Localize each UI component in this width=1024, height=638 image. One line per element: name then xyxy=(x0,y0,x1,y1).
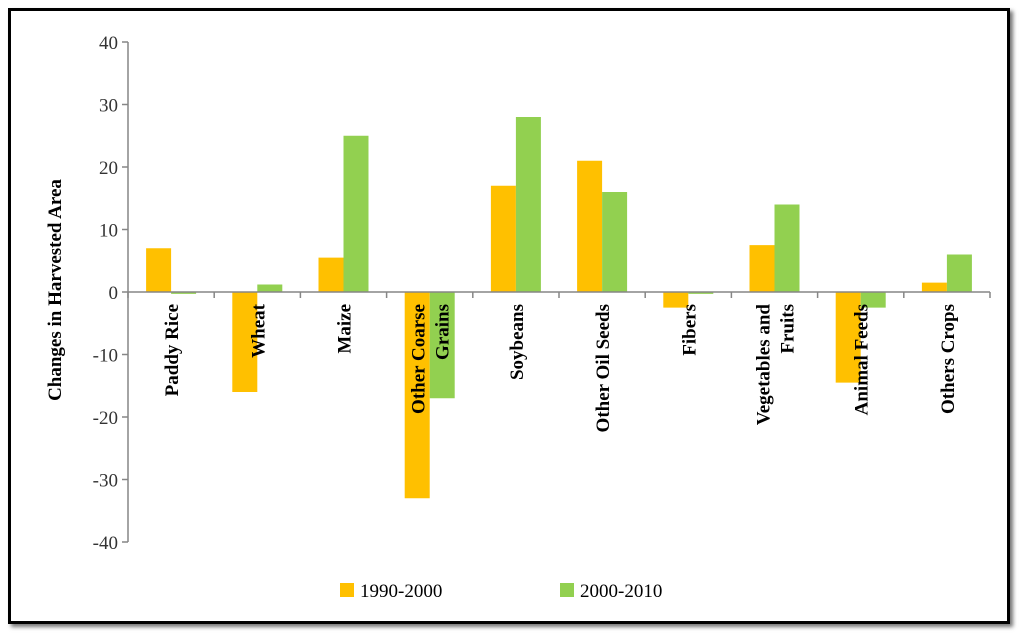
y-axis: -40 -30 -20 -10 0 10 20 30 40 xyxy=(93,33,129,554)
bar-1990-2000 xyxy=(577,160,603,292)
legend-swatch xyxy=(560,583,574,597)
category-label: Maize xyxy=(335,304,356,354)
y-tick-label: -40 xyxy=(93,533,118,554)
category-label: Paddy Rice xyxy=(162,304,183,396)
bar-1990-2000 xyxy=(490,185,516,292)
category-label: Fibers xyxy=(679,304,700,356)
bar-2000-2010 xyxy=(946,254,972,292)
bar-2000-2010 xyxy=(171,292,197,294)
y-tick-label: 30 xyxy=(99,96,118,117)
bar-1990-2000 xyxy=(404,292,430,499)
bar-2000-2010 xyxy=(343,135,369,292)
bar-2000-2010 xyxy=(860,292,886,308)
bar-2000-2010 xyxy=(257,284,283,292)
bar-2000-2010 xyxy=(515,117,541,292)
y-tick-label: 10 xyxy=(99,221,118,242)
bar-1990-2000 xyxy=(835,292,861,383)
bar-1990-2000 xyxy=(663,292,689,308)
bar-1990-2000 xyxy=(146,248,172,292)
bar-1990-2000 xyxy=(749,245,775,292)
y-tick-label: 40 xyxy=(99,33,118,54)
bars xyxy=(146,117,972,499)
y-tick-label: -20 xyxy=(93,408,118,429)
category-label: Others Crops xyxy=(938,304,959,414)
bar-2000-2010 xyxy=(429,292,455,399)
bar-1990-2000 xyxy=(921,282,947,292)
y-tick-label: 0 xyxy=(109,283,119,304)
bar-2000-2010 xyxy=(688,292,714,294)
category-label: Other Oil Seeds xyxy=(593,304,614,432)
category-labels: Paddy Rice Wheat Maize Other Coarse Grains So… xyxy=(162,303,959,432)
legend-label: 2000-2010 xyxy=(580,581,662,602)
legend: 1990-2000 2000-2010 xyxy=(340,581,662,602)
legend-swatch xyxy=(340,583,354,597)
y-tick-label: 20 xyxy=(99,158,118,179)
category-label: Soybeans xyxy=(507,304,528,380)
y-tick-label: -10 xyxy=(93,346,118,367)
bar-1990-2000 xyxy=(318,257,344,292)
bar-1990-2000 xyxy=(232,292,258,392)
y-axis-label: Changes in Harvested Area xyxy=(45,179,66,401)
bar-2000-2010 xyxy=(602,192,628,292)
x-axis xyxy=(127,291,991,298)
category-label: Vegetables and Fruits xyxy=(754,304,799,426)
category-label: Wheat xyxy=(248,303,269,358)
y-tick-label: -30 xyxy=(93,471,118,492)
legend-label: 1990-2000 xyxy=(360,581,442,602)
category-label: Animal Feeds xyxy=(852,304,873,415)
bar-2000-2010 xyxy=(774,204,800,292)
category-label: Other Coarse Grains xyxy=(409,304,454,414)
